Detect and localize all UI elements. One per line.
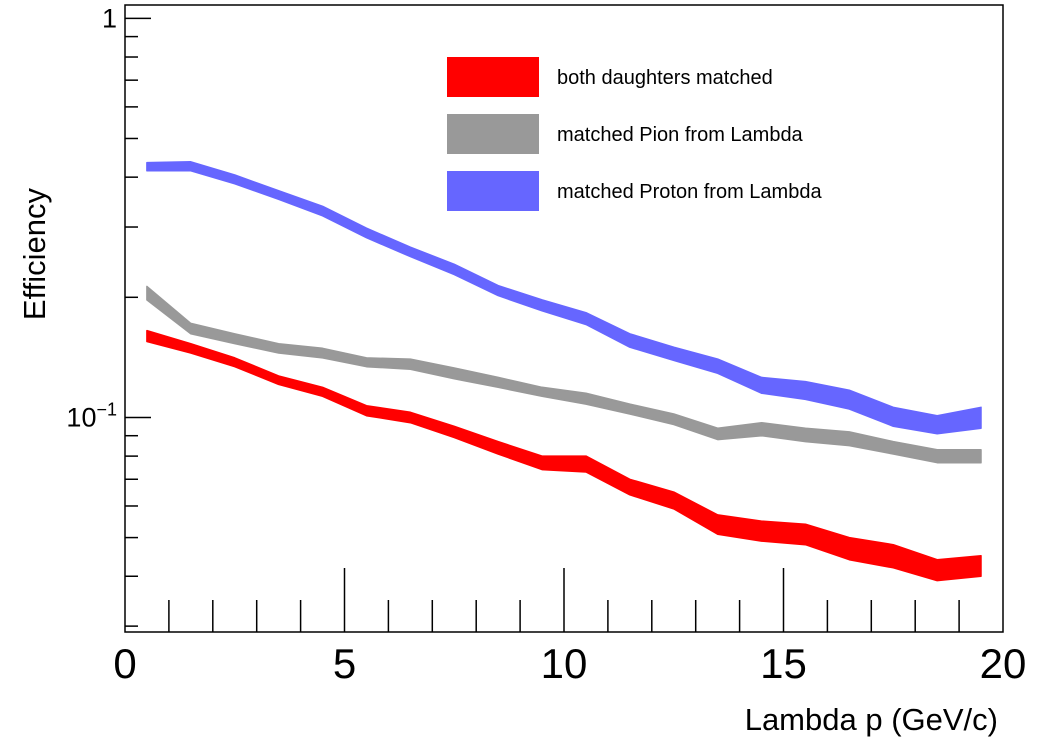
legend-swatch-2 [447,171,539,211]
y-tick-label: 10−1 [66,399,117,432]
x-tick-label: 10 [541,640,588,687]
series-band-0 [146,329,982,582]
y-axis-label: Efficiency [17,188,52,321]
x-tick-label: 20 [980,640,1027,687]
series-band-2 [146,161,982,435]
legend-label-2: matched Proton from Lambda [557,181,822,203]
plot-frame [124,4,1004,633]
series-bands [146,161,982,582]
x-tick-label: 0 [113,640,136,687]
x-axis-label: Lambda p (GeV/c) [745,702,998,737]
legend-swatch-0 [447,57,539,97]
legend-label-0: both daughters matched [557,67,773,89]
series-band-1 [146,285,982,464]
legend: both daughters matched matched Pion from … [447,57,822,211]
legend-label-1: matched Pion from Lambda [557,124,804,146]
axes: 0 5 10 15 20 1 10−1 [66,3,1026,687]
y-tick-label: 1 [102,3,117,33]
legend-swatch-1 [447,114,539,154]
x-tick-label: 5 [333,640,356,687]
x-tick-label: 15 [760,640,807,687]
